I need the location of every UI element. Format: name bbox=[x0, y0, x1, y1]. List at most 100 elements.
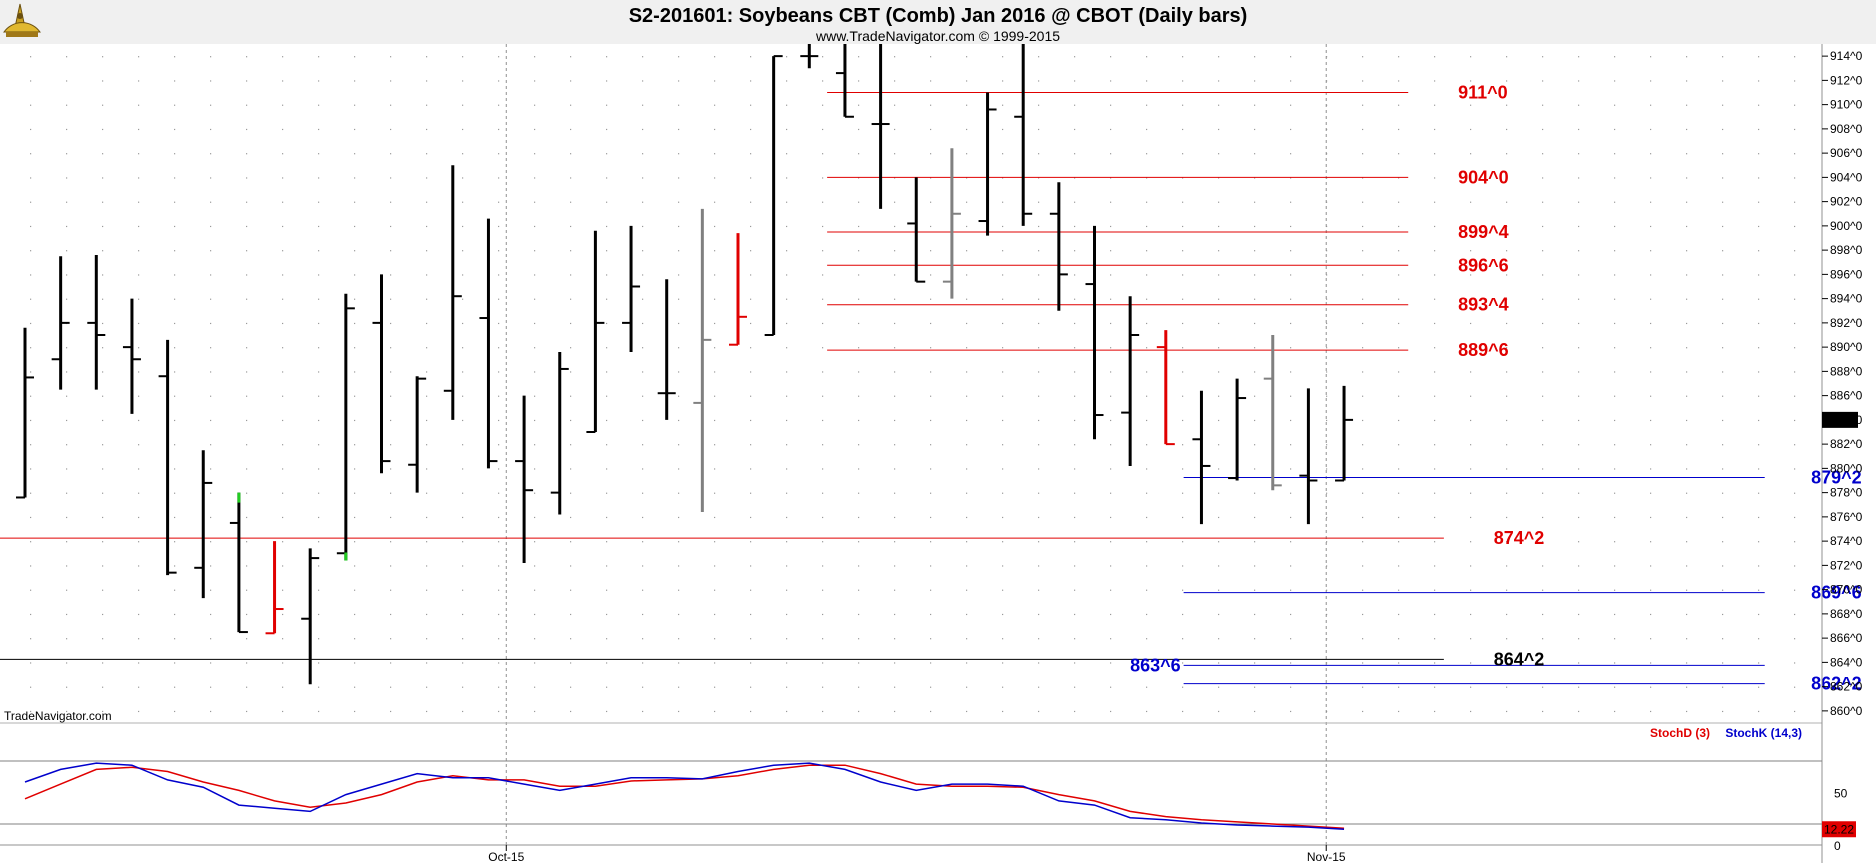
grid-dot bbox=[1722, 516, 1724, 519]
grid-dot bbox=[30, 298, 32, 300]
price-axis[interactable]: 860^0 862^0 864^0 866^0 868^0 870^0 872^0 874^0… bbox=[1822, 49, 1863, 718]
grid-dot bbox=[858, 56, 860, 58]
grid-dot bbox=[354, 710, 356, 713]
grid-dot bbox=[174, 347, 176, 349]
grid-dot bbox=[1542, 468, 1544, 470]
grid-dot bbox=[354, 395, 356, 397]
grid-dot bbox=[1182, 153, 1184, 155]
grid-dot bbox=[1470, 104, 1472, 106]
grid-dot bbox=[1650, 56, 1652, 58]
grid-dot bbox=[642, 638, 644, 640]
grid-dot bbox=[1614, 541, 1616, 543]
grid-dot bbox=[246, 516, 248, 519]
grid-dot bbox=[1002, 298, 1004, 300]
grid-dot bbox=[570, 322, 572, 325]
grid-dot bbox=[1650, 153, 1652, 155]
grid-dot bbox=[498, 322, 500, 325]
price-tick-label: 886^0 bbox=[1830, 389, 1863, 403]
grid-dot bbox=[1110, 710, 1112, 713]
grid-dot bbox=[1686, 565, 1688, 567]
grid-dot bbox=[786, 589, 788, 591]
grid-dot bbox=[1038, 225, 1040, 228]
grid-dot bbox=[750, 225, 752, 228]
grid-dot bbox=[66, 444, 68, 446]
grid-dot bbox=[714, 225, 716, 228]
grid-dot bbox=[1038, 638, 1040, 640]
grid-dot bbox=[498, 662, 500, 664]
grid-dot bbox=[858, 662, 860, 664]
grid-dot bbox=[462, 80, 464, 82]
grid-dot bbox=[210, 298, 212, 300]
grid-dot bbox=[1506, 662, 1508, 664]
grid-dot bbox=[30, 638, 32, 640]
grid-dot bbox=[426, 395, 428, 397]
grid-dot bbox=[246, 80, 248, 82]
grid-dot bbox=[1110, 80, 1112, 82]
grid-dot bbox=[966, 153, 968, 155]
grid-dot bbox=[1218, 153, 1220, 155]
grid-dot bbox=[534, 153, 536, 155]
grid-dot bbox=[390, 589, 392, 591]
grid-dot bbox=[1650, 104, 1652, 106]
grid-dot bbox=[1182, 347, 1184, 349]
grid-dot bbox=[1434, 662, 1436, 664]
grid-dot bbox=[858, 177, 860, 179]
grid-dot bbox=[1614, 322, 1616, 325]
grid-dot bbox=[246, 686, 248, 688]
grid-dot bbox=[1074, 541, 1076, 543]
grid-dot bbox=[1218, 662, 1220, 664]
date-axis[interactable]: Oct-15 Nov-15 bbox=[488, 845, 1346, 863]
grid-dot bbox=[1722, 613, 1724, 616]
grid-dot bbox=[642, 371, 644, 373]
grid-dot bbox=[246, 638, 248, 640]
grid-dot bbox=[210, 516, 212, 519]
grid-dot bbox=[1722, 395, 1724, 397]
grid-dot bbox=[138, 419, 140, 422]
price-tick-label: 892^0 bbox=[1830, 316, 1863, 330]
grid-dot bbox=[1542, 201, 1544, 203]
grid-dot bbox=[1182, 371, 1184, 373]
grid-dot bbox=[930, 395, 932, 397]
grid-dot bbox=[786, 298, 788, 300]
grid-dot bbox=[318, 419, 320, 422]
grid-dot bbox=[1362, 274, 1364, 276]
grid-dot bbox=[1218, 444, 1220, 446]
grid-dot bbox=[1722, 128, 1724, 131]
grid-dot bbox=[1542, 638, 1544, 640]
grid-dot bbox=[534, 225, 536, 228]
grid-dot bbox=[1614, 250, 1616, 252]
grid-dot bbox=[102, 153, 104, 155]
grid-dot bbox=[930, 419, 932, 422]
grid-dot bbox=[1614, 347, 1616, 349]
grid-dot bbox=[1506, 128, 1508, 131]
grid-dot bbox=[1182, 638, 1184, 640]
grid-dot bbox=[426, 298, 428, 300]
grid-dot bbox=[1758, 274, 1760, 276]
sextant-logo-icon bbox=[3, 3, 41, 37]
stochastic-axis: 50 0 12.22 bbox=[1822, 787, 1856, 853]
grid-dot bbox=[1254, 589, 1256, 591]
grid-dot bbox=[1470, 468, 1472, 470]
grid-dot bbox=[930, 662, 932, 664]
grid-dot bbox=[606, 371, 608, 373]
grid-dot bbox=[462, 177, 464, 179]
grid-dot bbox=[858, 444, 860, 446]
stochastic-guides bbox=[0, 760, 1822, 825]
grid-dot bbox=[714, 710, 716, 713]
grid-dot bbox=[1002, 516, 1004, 519]
grid-dot bbox=[858, 516, 860, 519]
date-tick-label: Oct-15 bbox=[488, 850, 524, 863]
grid-dot bbox=[750, 516, 752, 519]
grid-dot bbox=[1794, 395, 1796, 397]
grid-dot bbox=[1254, 371, 1256, 373]
grid-dot bbox=[606, 541, 608, 543]
grid-dot bbox=[102, 662, 104, 664]
grid-dot bbox=[1686, 468, 1688, 470]
grid-dot bbox=[1290, 419, 1292, 422]
grid-dot bbox=[1542, 347, 1544, 349]
grid-dot bbox=[1182, 395, 1184, 397]
grid-dot bbox=[1290, 274, 1292, 276]
grid-dot bbox=[246, 444, 248, 446]
grid-dot bbox=[1722, 225, 1724, 228]
